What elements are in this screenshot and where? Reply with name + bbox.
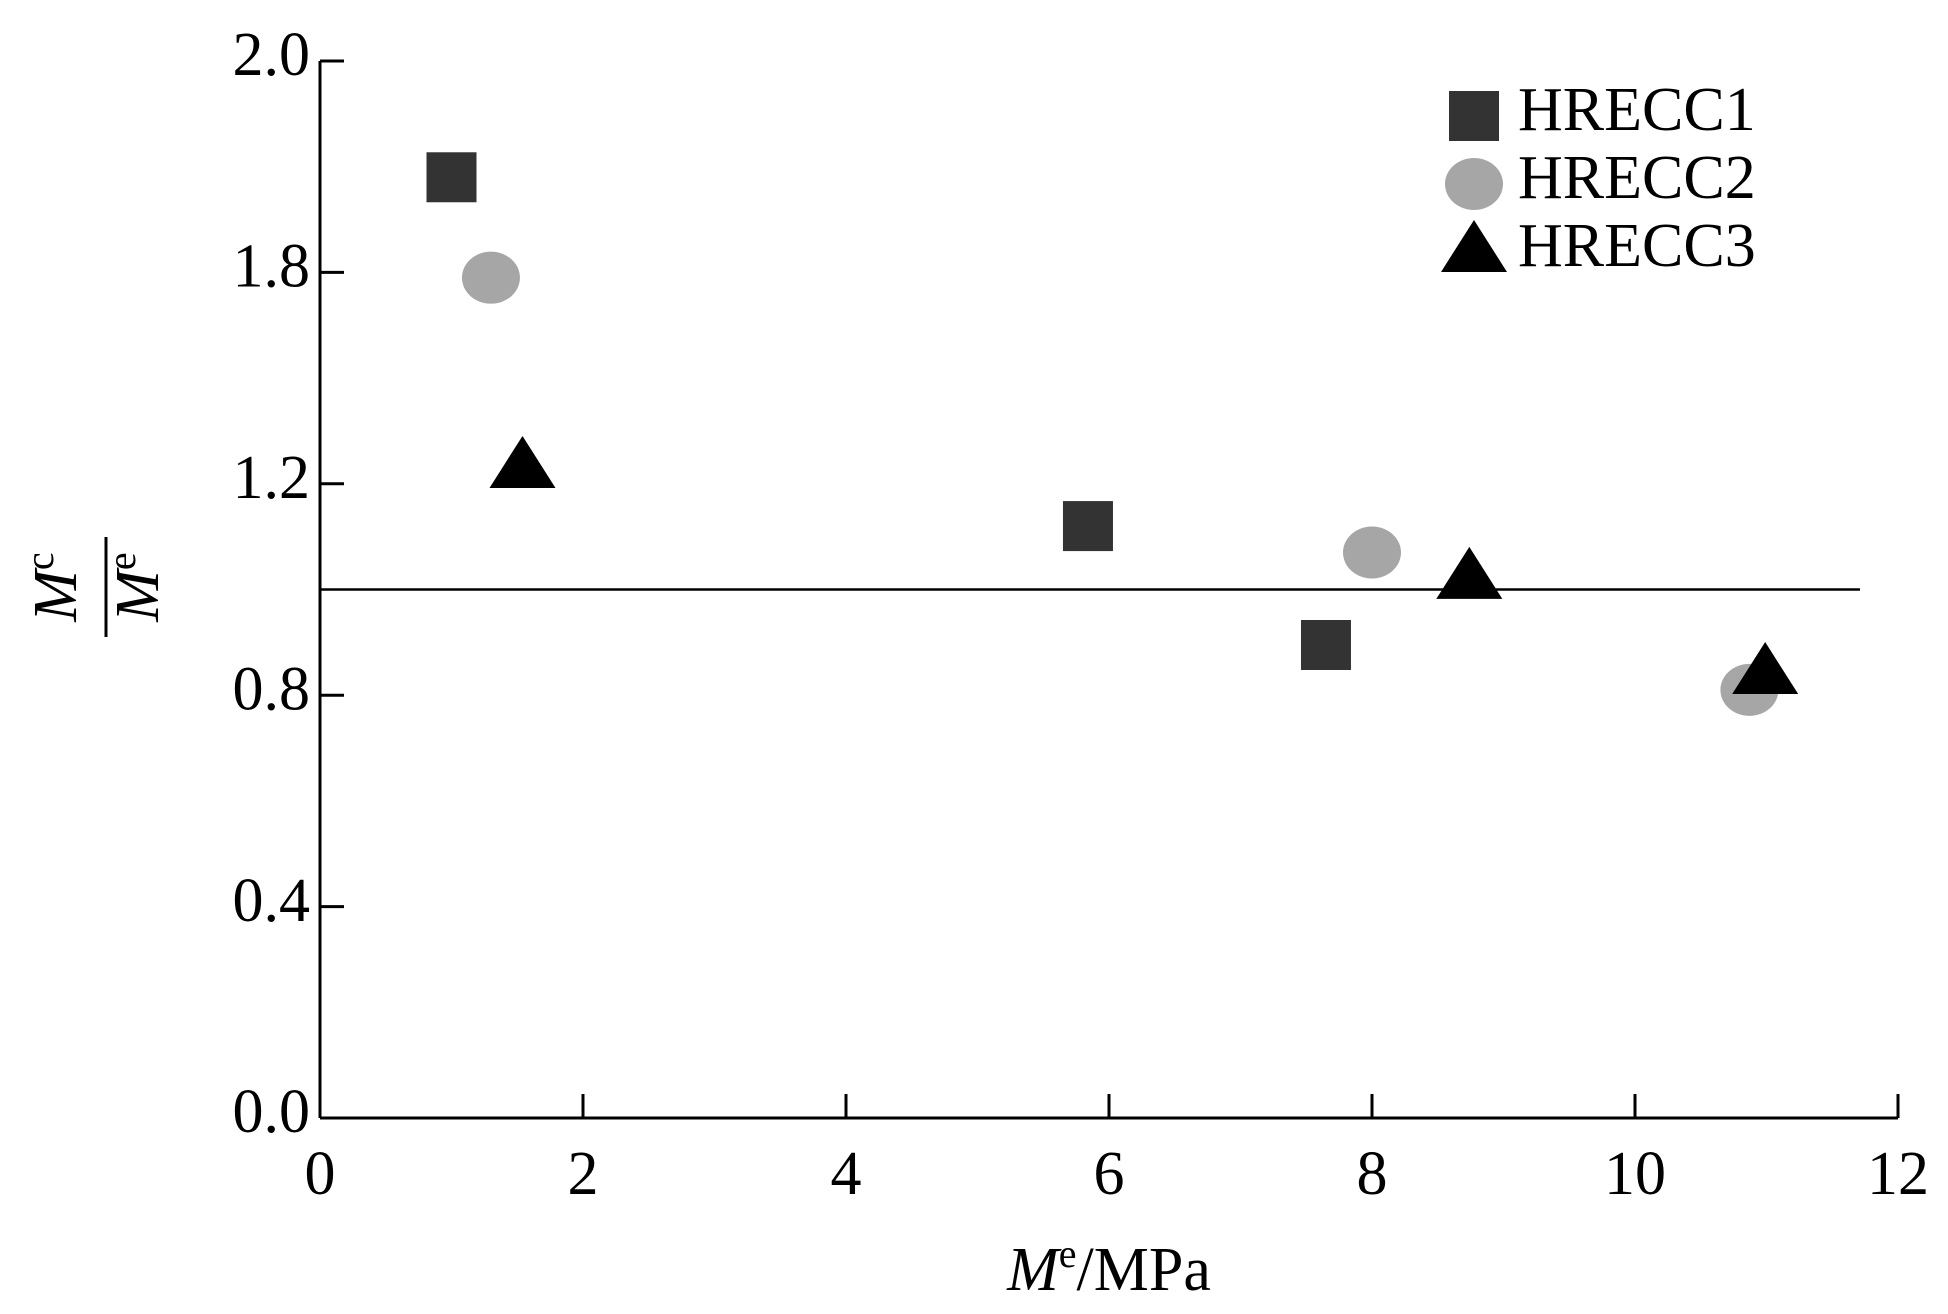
x-tick-label: 12 [1867,1140,1929,1208]
unit: /MPa [1077,1236,1211,1304]
x-tick-label: 0 [305,1140,336,1208]
y-axis-title: Mc Me [17,537,172,637]
legend-label: HRECC3 [1518,212,1756,280]
y-tick-label: 1.2 [233,444,311,512]
square-marker [1062,501,1113,552]
symbol: M [22,567,90,623]
legend-label: HRECC2 [1518,144,1756,212]
sup: e [99,552,144,570]
symbol: M [1006,1236,1062,1304]
triangle-marker [1732,642,1799,695]
y-tick-label: 0.8 [233,655,311,723]
circle-marker [1445,158,1503,210]
x-tick-label: 6 [1094,1140,1125,1208]
y-tick-label: 0.0 [233,1078,311,1146]
legend-label: HRECC1 [1518,76,1756,144]
y-tick-label: 1.8 [233,233,311,301]
x-tick-label: 4 [831,1140,862,1208]
y-tick-label: 0.4 [233,867,311,935]
x-tick-label: 2 [568,1140,599,1208]
y-title-numerator: Mc [17,552,90,622]
x-axis-title: Me/MPa [1006,1231,1211,1304]
sup: c [17,552,62,570]
square-marker [1449,91,1499,141]
y-tick-label: 2.0 [233,21,311,89]
triangle-marker [1441,220,1507,272]
triangle-marker [489,435,556,488]
circle-marker [1343,526,1401,579]
circle-marker [461,251,520,304]
triangle-marker [1436,546,1503,599]
x-tick-label: 8 [1357,1140,1388,1208]
x-tick-label: 10 [1604,1140,1666,1208]
sup: e [1059,1231,1077,1276]
symbol: M [104,567,172,623]
square-marker [426,152,477,203]
square-marker [1300,619,1351,670]
y-title-denominator: Me [99,552,172,622]
